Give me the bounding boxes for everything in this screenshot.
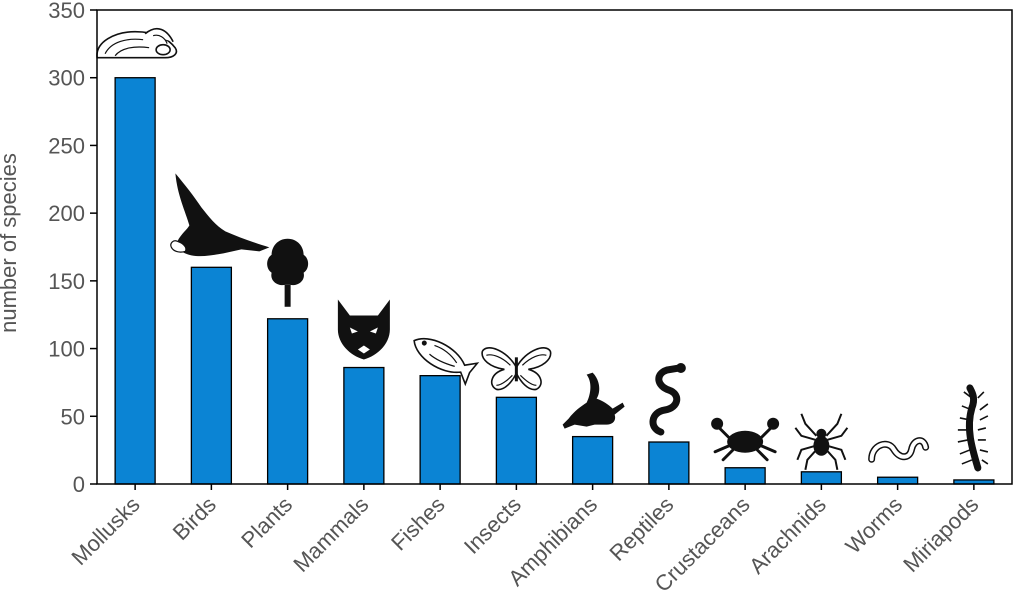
bar-plants [266,318,309,485]
plot-frame [96,9,1013,485]
x-tick-label-reptiles: Reptiles [605,492,679,566]
bar-amphibians [571,435,614,485]
butterfly-icon [481,347,552,391]
y-tick-label: 300 [48,66,85,91]
x-tick-label-birds: Birds [168,492,221,545]
bar-arachnids [800,471,843,485]
frog-icon [562,372,625,429]
x-tick-label-arachnids: Arachnids [744,492,831,579]
spider-icon [794,413,849,471]
bar-crustaceans [724,467,766,485]
bars [114,77,995,490]
y-tick-label: 250 [48,133,85,158]
y-tick-label: 50 [61,404,85,429]
bar-mollusks [114,77,156,485]
bar-reptiles [648,441,690,485]
x-tick-label-mammals: Mammals [288,492,373,577]
y-axis-ticks: 0 50 100 150 200 250 300 350 [48,0,97,497]
bar-insects [495,396,538,485]
x-tick-label-mollusks: Mollusks [66,492,144,570]
y-tick-label: 200 [48,201,85,226]
worm-icon [868,437,930,463]
y-tick-label: 0 [73,472,85,497]
bar-mammals [343,366,385,485]
x-tick-label-worms: Worms [841,492,908,559]
fish-icon [413,337,480,387]
snake-icon [649,363,686,436]
x-tick-label-miriapods: Miriapods [898,492,983,577]
snail-shell-icon [96,27,178,59]
x-tick-label-fishes: Fishes [386,492,449,555]
y-axis-label: number of species [0,153,21,333]
category-icons [96,27,989,472]
bar-worms [876,476,919,485]
bar-birds [190,266,233,485]
crab-icon [711,417,780,462]
wolf-icon [337,299,390,360]
y-tick-label: 350 [48,0,85,23]
y-tick-label: 150 [48,269,85,294]
x-tick-label-plants: Plants [236,492,297,553]
bar-fishes [419,375,461,485]
x-tick-label-insects: Insects [459,492,526,559]
eagle-icon [170,173,270,257]
y-tick-label: 100 [48,337,85,362]
centipede-icon [957,384,989,472]
tree-icon [267,238,309,307]
